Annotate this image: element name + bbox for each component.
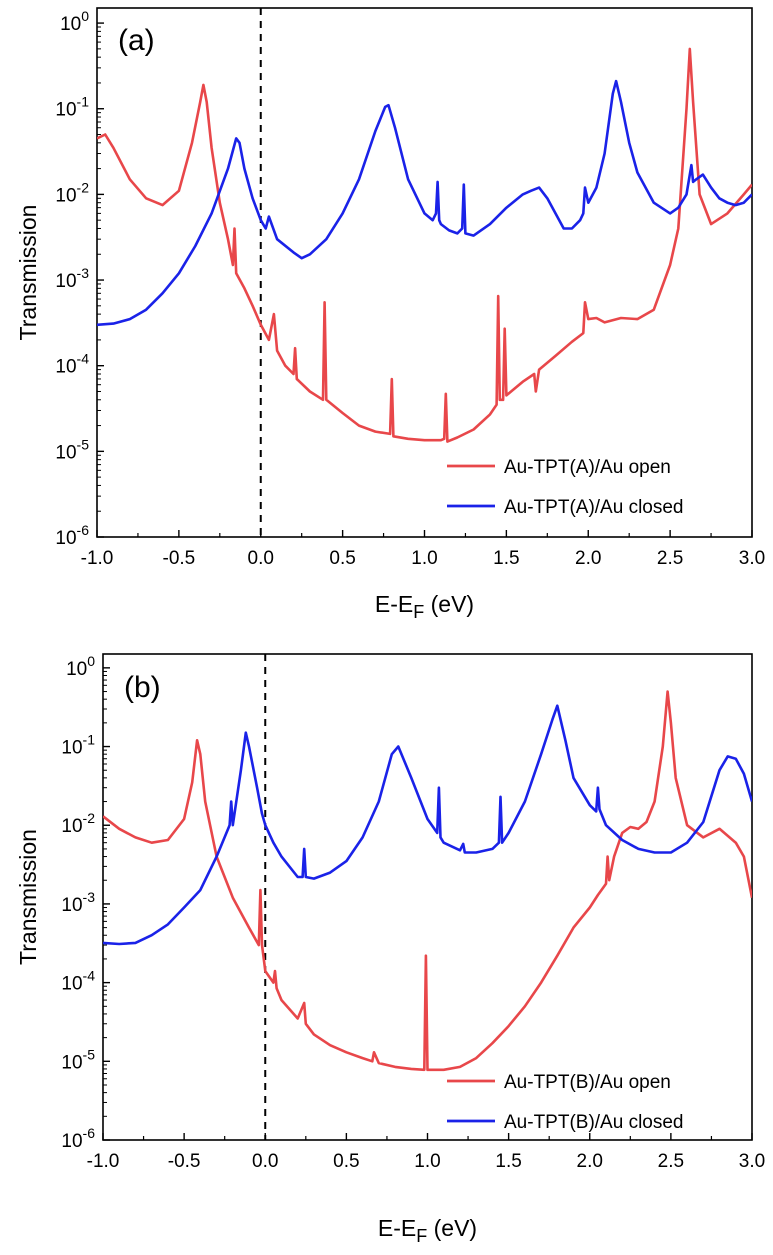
y-tick-label: 10-2 (55, 179, 89, 206)
x-tick-label: 1.0 (411, 548, 437, 569)
x-tick-label: 2.0 (575, 548, 601, 569)
x-tick-label: 0.0 (252, 1151, 278, 1172)
y-axis-label: Transmission (15, 205, 41, 341)
y-tick-label: 10-3 (61, 889, 95, 916)
x-tick-label: 3.0 (739, 1151, 765, 1172)
y-tick-label: 10-5 (55, 436, 89, 463)
panel-label: (b) (124, 671, 161, 704)
series-line-open (97, 47, 752, 443)
y-tick-label: 100 (60, 8, 89, 35)
legend-entry: Au-TPT(B)/Au closed (504, 1112, 684, 1133)
legend-entry: Au-TPT(A)/Au open (504, 457, 671, 478)
series-line-open (103, 690, 752, 1072)
x-tick-label: 2.0 (577, 1151, 603, 1172)
x-axis-label: E-EF (eV) (375, 591, 474, 622)
x-axis-label: E-EF (eV) (378, 1215, 477, 1246)
y-tick-label: 10-6 (61, 1125, 95, 1152)
x-tick-label: 3.0 (739, 548, 765, 569)
x-tick-label: 2.5 (658, 1151, 684, 1172)
y-tick-label: 10-3 (55, 265, 89, 292)
y-tick-label: 10-4 (61, 968, 95, 995)
y-tick-label: 100 (66, 653, 95, 680)
x-tick-label: 1.5 (493, 548, 519, 569)
legend: Au-TPT(B)/Au open Au-TPT(B)/Au closed (447, 1072, 684, 1133)
y-tick-label: 10-2 (61, 810, 95, 837)
x-tick-label: -1.0 (81, 548, 114, 569)
series-line-closed (103, 704, 752, 946)
x-tick-label: -1.0 (87, 1151, 120, 1172)
series-line-closed (97, 79, 752, 327)
y-tick-label: 10-6 (55, 522, 89, 549)
legend-entry: Au-TPT(B)/Au open (504, 1072, 671, 1093)
legend-entry: Au-TPT(A)/Au closed (504, 497, 684, 518)
y-axis-label: Transmission (15, 829, 41, 965)
legend: Au-TPT(A)/Au open Au-TPT(A)/Au closed (447, 457, 684, 518)
x-tick-label: 1.5 (495, 1151, 521, 1172)
y-tick-label: 10-1 (61, 732, 95, 759)
y-tick-label: 10-1 (55, 94, 89, 121)
series-group (97, 47, 752, 443)
y-tick-label: 10-4 (55, 351, 89, 378)
x-tick-label: 2.5 (657, 548, 683, 569)
x-tick-label: 0.0 (248, 548, 274, 569)
x-tick-label: 0.5 (333, 1151, 359, 1172)
series-group (103, 690, 752, 1072)
x-tick-label: 0.5 (329, 548, 355, 569)
panel-a: -1.0 -0.5 0.0 0.5 1.0 1.5 2.0 2.5 3.0 100 10-1 10-2… (15, 7, 765, 622)
panel-b: -1.0 -0.5 0.0 0.5 1.0 1.5 2.0 2.5 3.0 100 10-1 10-2… (15, 653, 765, 1246)
y-tick-label: 10-5 (61, 1046, 95, 1073)
x-tick-label: -0.5 (163, 548, 196, 569)
x-tick-label: -0.5 (168, 1151, 201, 1172)
x-tick-label: 1.0 (414, 1151, 440, 1172)
panel-label: (a) (118, 24, 155, 57)
